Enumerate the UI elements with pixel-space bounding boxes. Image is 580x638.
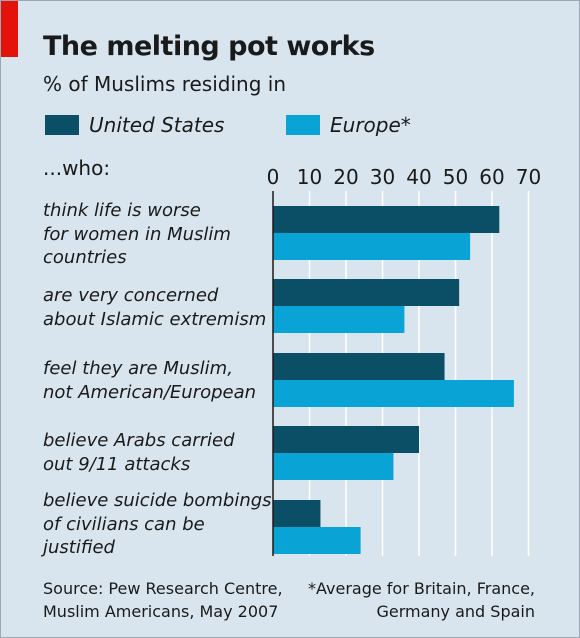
bar-europe (273, 306, 405, 333)
category-label: believe suicide bombings of civilians ca… (43, 490, 272, 558)
chart-title: The melting pot works (43, 31, 375, 62)
brand-tag (1, 1, 18, 57)
bar-united-states (273, 426, 419, 453)
legend-item-europe: Europe* (286, 113, 411, 137)
chart-subtitle: % of Muslims residing in (43, 72, 286, 96)
source-line: Muslim Americans, May 2007 (43, 602, 279, 621)
x-tick-label: 50 (443, 165, 468, 189)
x-tick-label: 30 (370, 165, 395, 189)
bar-europe (273, 453, 394, 480)
legend-label-europe: Europe* (330, 113, 411, 137)
x-tick-label: 60 (479, 165, 504, 189)
x-tick-label: 0 (267, 165, 280, 189)
category-label: think life is worse for women in Muslim … (43, 200, 231, 268)
footnote-line: Germany and Spain (376, 602, 535, 621)
category-label: believe Arabs carried out 9/11 attacks (43, 430, 235, 475)
bar-europe (273, 380, 514, 407)
category-header: ...who: (43, 156, 111, 180)
source-line: Source: Pew Research Centre, (43, 579, 283, 598)
bar-united-states (273, 353, 445, 380)
x-tick-label: 10 (297, 165, 322, 189)
legend-label-us: United States (89, 113, 225, 137)
legend-item-us: United States (45, 113, 224, 137)
x-tick-label: 40 (406, 165, 431, 189)
bar-united-states (273, 279, 460, 306)
x-tick-label: 70 (516, 165, 541, 189)
bar-united-states (273, 500, 321, 527)
category-label: are very concerned about Islamic extremi… (43, 285, 267, 330)
footnote: *Average for Britain, France, Germany an… (308, 577, 535, 623)
bar-europe (273, 233, 471, 260)
category-label: feel they are Muslim, not American/Europ… (43, 358, 257, 403)
bar-europe (273, 527, 361, 554)
source-note: Source: Pew Research Centre, Muslim Amer… (43, 577, 283, 623)
bar-united-states (273, 206, 500, 233)
x-tick-label: 20 (333, 165, 358, 189)
footnote-line: *Average for Britain, France, (308, 579, 535, 598)
legend-swatch-europe (286, 115, 320, 135)
legend-swatch-us (45, 115, 79, 135)
